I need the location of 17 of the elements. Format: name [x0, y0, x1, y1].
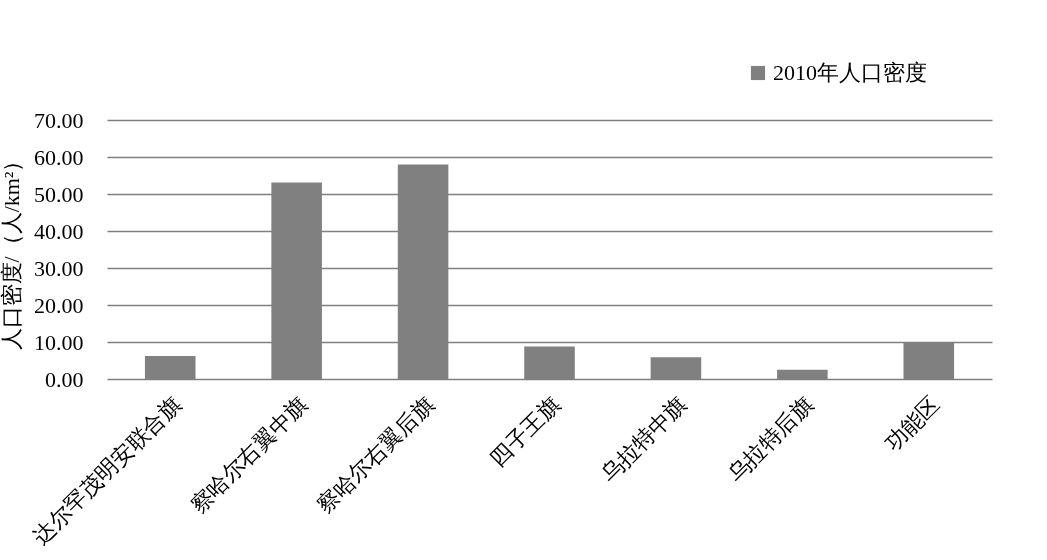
y-tick-label: 20.00: [34, 292, 84, 318]
y-tick-label: 0.00: [45, 366, 84, 392]
y-tick-label: 10.00: [34, 329, 84, 355]
x-tick-label: 达尔罕茂明安联合旗: [28, 391, 186, 550]
y-tick-label: 70.00: [34, 107, 84, 133]
x-tick-label: 乌拉特后旗: [722, 391, 818, 487]
y-tick-label: 50.00: [34, 181, 84, 207]
x-tick-label: 功能区: [880, 391, 945, 456]
x-tick-label: 察哈尔右翼中旗: [185, 391, 313, 518]
x-tick-label: 察哈尔右翼后旗: [312, 391, 439, 518]
y-tick-label: 40.00: [34, 218, 84, 244]
legend-label: 2010年人口密度: [773, 60, 927, 85]
x-tick-label: 四子王旗: [485, 391, 566, 472]
y-axis-title: 人口密度/（人/km²）: [0, 149, 24, 351]
x-tick-label: 乌拉特中旗: [596, 391, 692, 487]
y-tick-label: 60.00: [34, 144, 84, 170]
y-tick-label: 30.00: [34, 255, 84, 281]
